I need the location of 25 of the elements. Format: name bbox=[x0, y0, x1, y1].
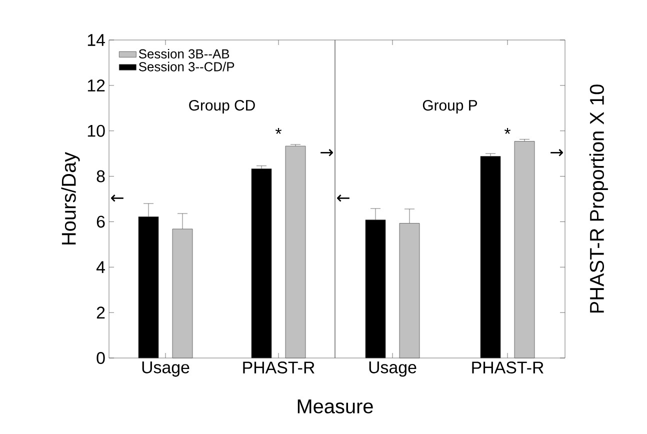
x-tick-label: PHAST-R bbox=[472, 362, 544, 374]
y-tick-label: 0 bbox=[96, 352, 105, 364]
y-tick-label: 6 bbox=[96, 216, 105, 228]
annotation: ← bbox=[337, 194, 350, 202]
legend-label: Session 3--CD/P bbox=[138, 62, 234, 72]
y-tick-label: 2 bbox=[96, 306, 105, 318]
legend-label: Session 3B--AB bbox=[138, 48, 230, 58]
annotation: → bbox=[550, 149, 563, 156]
annotation: → bbox=[320, 149, 333, 156]
x-tick-label: PHAST-R bbox=[243, 362, 314, 374]
annotation: Group P bbox=[422, 100, 478, 114]
y-tick-label: 4 bbox=[96, 261, 105, 273]
y-tick-label: 12 bbox=[88, 80, 105, 92]
y-tick-label: 10 bbox=[88, 124, 105, 137]
y-tick-label: 8 bbox=[96, 170, 105, 182]
x-tick-label: Usage bbox=[142, 362, 190, 377]
annotation: * bbox=[504, 128, 511, 134]
annotation: * bbox=[275, 128, 282, 134]
x-tick-label: Usage bbox=[369, 362, 416, 377]
annotation: Group CD bbox=[189, 100, 255, 114]
y2-axis-title: PHAST-R Proportion X 10 bbox=[589, 84, 608, 313]
annotation: ← bbox=[111, 194, 124, 202]
y-axis-title: Hours/Day bbox=[61, 152, 80, 244]
x-axis-title: Measure bbox=[298, 400, 373, 414]
y-tick-label: 14 bbox=[88, 34, 105, 46]
